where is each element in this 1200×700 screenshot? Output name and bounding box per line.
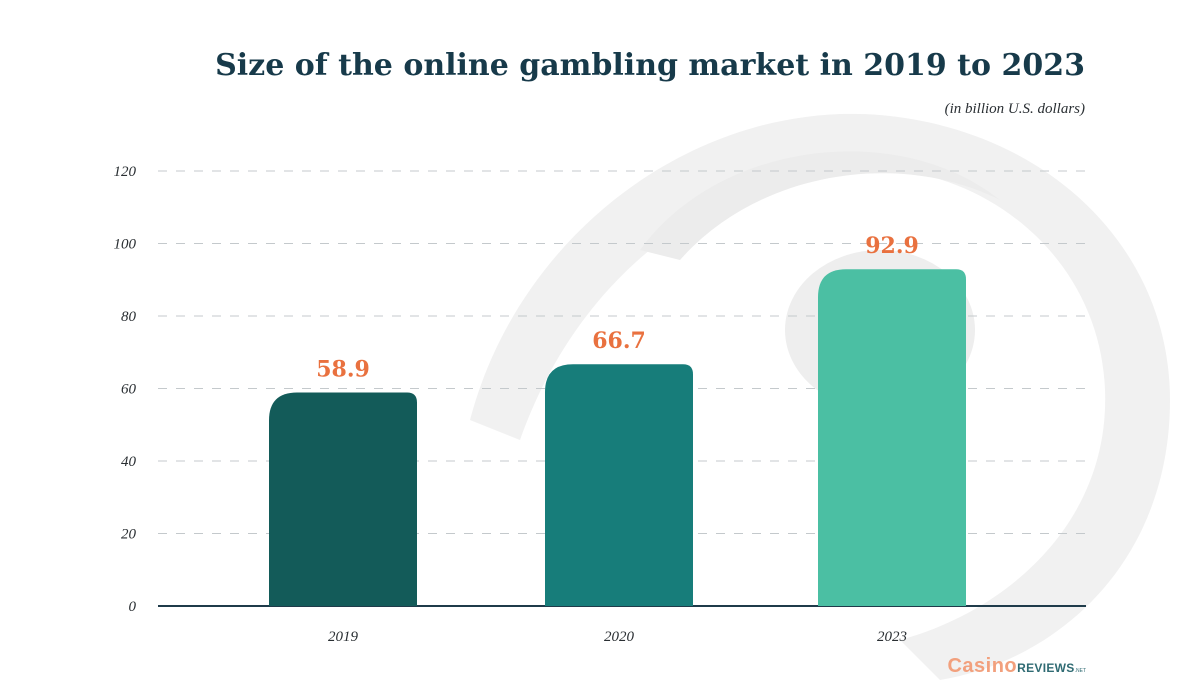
- y-tick-label: 0: [129, 599, 137, 615]
- x-tick-label: 2019: [328, 629, 359, 645]
- y-tick-label: 40: [121, 454, 137, 470]
- chart-title: Size of the online gambling market in 20…: [215, 48, 1085, 83]
- value-label-2023: 92.9: [865, 233, 919, 259]
- bar-2019: [269, 392, 417, 606]
- value-label-2019: 58.9: [316, 356, 370, 382]
- x-tick-label: 2023: [877, 629, 907, 645]
- y-tick-label: 80: [121, 309, 137, 325]
- brand-name-casino: Casino: [947, 655, 1018, 677]
- brand-logo: CasinoREVIEWS.NET: [947, 656, 1086, 676]
- value-label-2020: 66.7: [592, 328, 646, 354]
- brand-name-reviews: REVIEWS: [1017, 661, 1075, 675]
- x-tick-label: 2020: [604, 629, 635, 645]
- brand-name-suffix: .NET: [1074, 668, 1086, 674]
- y-tick-label: 20: [121, 527, 137, 543]
- y-tick-label: 120: [114, 164, 137, 180]
- bar-2023: [818, 269, 966, 606]
- bar-2020: [545, 364, 693, 606]
- y-tick-label: 100: [114, 237, 137, 253]
- chart-subtitle: (in billion U.S. dollars): [944, 101, 1085, 117]
- y-tick-label: 60: [121, 382, 137, 398]
